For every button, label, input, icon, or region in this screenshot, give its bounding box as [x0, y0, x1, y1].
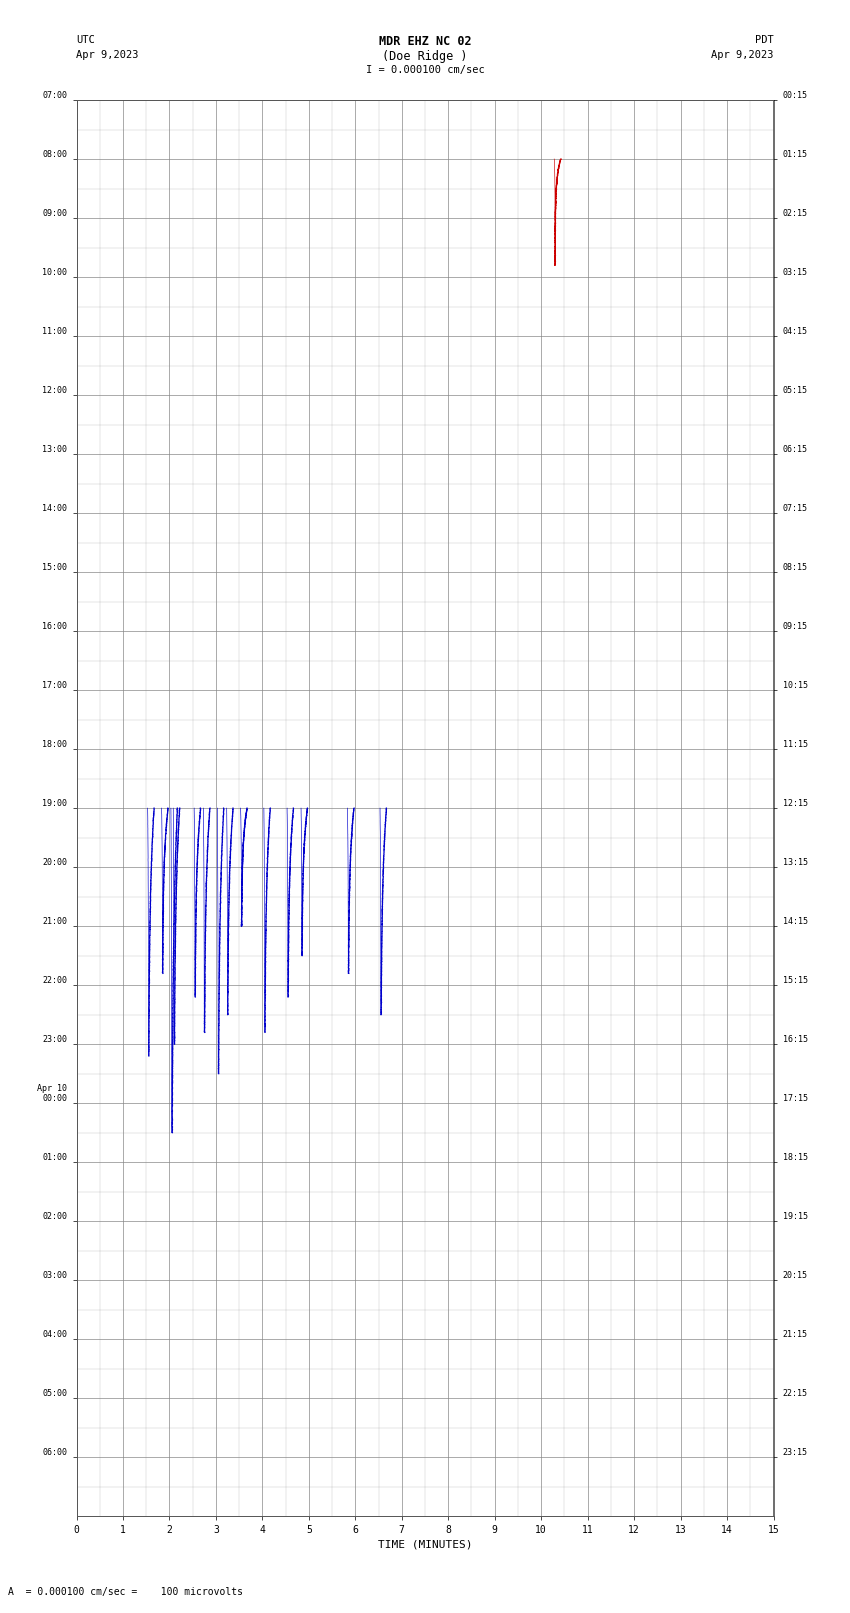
- Text: PDT: PDT: [755, 35, 774, 45]
- Text: MDR EHZ NC 02: MDR EHZ NC 02: [379, 35, 471, 48]
- Text: Apr 9,2023: Apr 9,2023: [711, 50, 774, 60]
- Text: Apr 9,2023: Apr 9,2023: [76, 50, 139, 60]
- Text: (Doe Ridge ): (Doe Ridge ): [382, 50, 468, 63]
- Text: A  = 0.000100 cm/sec =    100 microvolts: A = 0.000100 cm/sec = 100 microvolts: [8, 1587, 243, 1597]
- Text: UTC: UTC: [76, 35, 95, 45]
- Text: I = 0.000100 cm/sec: I = 0.000100 cm/sec: [366, 65, 484, 74]
- X-axis label: TIME (MINUTES): TIME (MINUTES): [377, 1539, 473, 1550]
